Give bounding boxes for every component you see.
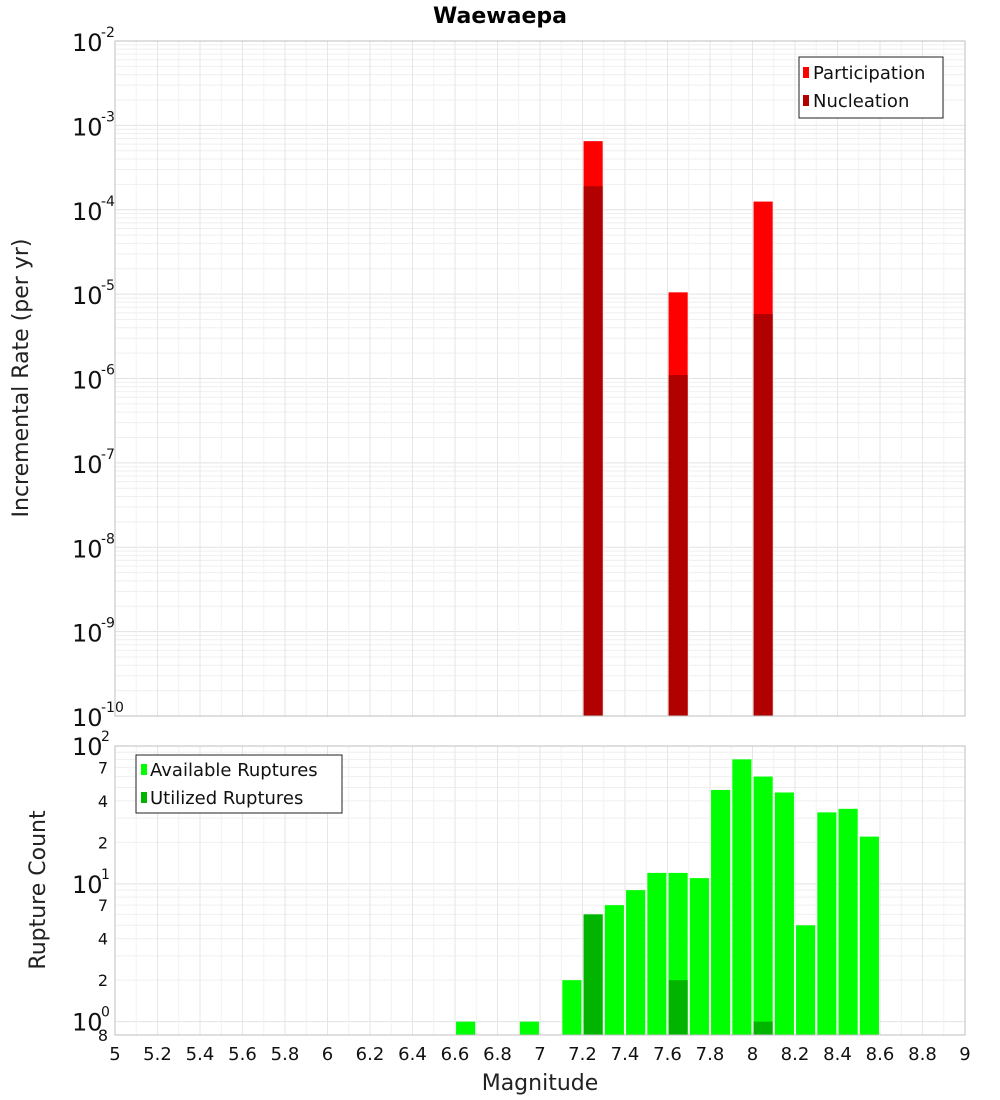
y-minor-tick-label: 4 [98, 930, 108, 949]
y-tick-label: 10 [72, 1009, 103, 1037]
bar-available-ruptures-8.25 [796, 925, 816, 1035]
x-axis-ticks: 5 5.2 5.4 5.6 5.8 6 6.2 6.4 6.6 6.8 7 7.2 7.4 7.6 7.8 8… [109, 1044, 970, 1065]
bottom-panel-y-axis-label: Rupture Count [26, 810, 51, 970]
bar-available-ruptures-7.35 [604, 905, 624, 1035]
y-tick-label: 10 [72, 871, 103, 899]
x-tick-label: 6.2 [356, 1044, 385, 1065]
y-tick-exponent: 2 [101, 729, 110, 745]
y-tick-exponent: -9 [101, 616, 115, 632]
bar-nucleation-8.05 [753, 314, 773, 716]
x-tick-label: 5.2 [143, 1044, 172, 1065]
y-tick-exponent: -6 [101, 363, 115, 379]
y-tick-exponent: -2 [101, 25, 115, 41]
top-panel-frame [114, 40, 966, 717]
bottom-legend-box [135, 754, 343, 814]
top-panel-y-ticks: 10-210-310-410-510-610-710-810-910-10 [72, 25, 124, 732]
top-legend-box [798, 56, 944, 119]
x-tick-label: 6.8 [483, 1044, 512, 1065]
bar-available-ruptures-8.45 [838, 808, 858, 1035]
legend-label-available-ruptures: Available Ruptures [150, 760, 318, 781]
y-tick-label: 10 [72, 451, 103, 479]
y-tick-label: 10 [72, 29, 103, 57]
x-tick-label: 9 [959, 1044, 970, 1065]
x-tick-label: 8 [747, 1044, 758, 1065]
y-tick-label: 10 [72, 535, 103, 563]
y-tick-exponent: -10 [101, 700, 124, 716]
y-minor-tick-label: 8 [98, 1026, 108, 1045]
x-tick-label: 5.6 [228, 1044, 257, 1065]
x-tick-label: 8.4 [823, 1044, 852, 1065]
x-tick-label: 8.2 [781, 1044, 810, 1065]
legend-label-participation: Participation [813, 63, 925, 84]
bottom-panel-legend: Available Ruptures Utilized Ruptures [135, 754, 343, 814]
bar-available-ruptures-7.95 [732, 759, 752, 1035]
top-panel-grid [114, 41, 966, 717]
bar-available-ruptures-8.15 [774, 792, 794, 1035]
legend-swatch-utilized-ruptures [141, 792, 147, 803]
bar-available-ruptures-7.15 [562, 980, 582, 1035]
x-tick-label: 7.6 [653, 1044, 682, 1065]
y-tick-label: 10 [72, 367, 103, 395]
bar-available-ruptures-8.55 [859, 836, 879, 1035]
y-tick-exponent: -5 [101, 278, 115, 294]
x-tick-label: 7 [534, 1044, 545, 1065]
x-tick-label: 6.4 [398, 1044, 427, 1065]
bottom-panel-frame [114, 745, 966, 1036]
legend-swatch-nucleation [803, 95, 809, 106]
chart-title: Waewaepa [433, 4, 567, 29]
x-tick-label: 8.6 [866, 1044, 895, 1065]
y-minor-tick-label: 4 [98, 792, 108, 811]
bar-utilized-ruptures-7.65 [668, 980, 688, 1035]
bar-available-ruptures-6.95 [519, 1021, 539, 1035]
legend-label-nucleation: Nucleation [813, 91, 909, 112]
x-tick-label: 5 [109, 1044, 120, 1065]
y-tick-exponent: -8 [101, 531, 115, 547]
bar-available-ruptures-7.85 [711, 789, 731, 1035]
y-tick-exponent: -3 [101, 109, 115, 125]
x-tick-label: 7.4 [611, 1044, 640, 1065]
bar-nucleation-7.25 [583, 186, 603, 716]
bottom-panel-bars [456, 759, 879, 1035]
y-tick-label: 10 [72, 282, 103, 310]
y-tick-label: 10 [72, 198, 103, 226]
bar-available-ruptures-8.05 [753, 776, 773, 1035]
y-minor-tick-label: 2 [98, 833, 108, 852]
x-tick-label: 7.2 [568, 1044, 597, 1065]
x-tick-label: 5.8 [271, 1044, 300, 1065]
bar-nucleation-7.65 [668, 375, 688, 716]
y-tick-label: 10 [72, 620, 103, 648]
x-tick-label: 5.4 [186, 1044, 215, 1065]
x-tick-label: 6.6 [441, 1044, 470, 1065]
bar-available-ruptures-7.55 [647, 872, 667, 1035]
x-tick-label: 6 [322, 1044, 333, 1065]
bar-available-ruptures-6.65 [456, 1021, 476, 1035]
legend-swatch-available-ruptures [141, 764, 147, 775]
y-minor-tick-label: 7 [98, 896, 108, 915]
x-tick-label: 7.8 [696, 1044, 725, 1065]
y-tick-exponent: 0 [101, 1005, 110, 1021]
legend-label-utilized-ruptures: Utilized Ruptures [150, 788, 303, 809]
top-panel-bars [583, 141, 773, 717]
bar-utilized-ruptures-7.25 [583, 914, 603, 1035]
x-tick-label: 8.8 [908, 1044, 937, 1065]
bar-available-ruptures-7.45 [626, 890, 646, 1035]
top-panel-legend: Participation Nucleation [798, 56, 944, 119]
y-tick-exponent: -4 [101, 194, 115, 210]
legend-swatch-participation [803, 67, 809, 78]
bar-available-ruptures-8.35 [817, 812, 837, 1035]
y-tick-exponent: -7 [101, 447, 115, 463]
y-tick-label: 10 [72, 113, 103, 141]
bar-utilized-ruptures-8.05 [753, 1021, 773, 1035]
y-minor-tick-label: 7 [98, 758, 108, 777]
bar-available-ruptures-7.75 [689, 878, 709, 1035]
y-tick-label: 10 [72, 704, 103, 732]
y-tick-label: 10 [72, 733, 103, 761]
x-axis-label: Magnitude [482, 1071, 599, 1096]
top-panel-y-axis-label: Incremental Rate (per yr) [9, 239, 34, 518]
y-tick-exponent: 1 [101, 867, 110, 883]
y-minor-tick-label: 2 [98, 971, 108, 990]
